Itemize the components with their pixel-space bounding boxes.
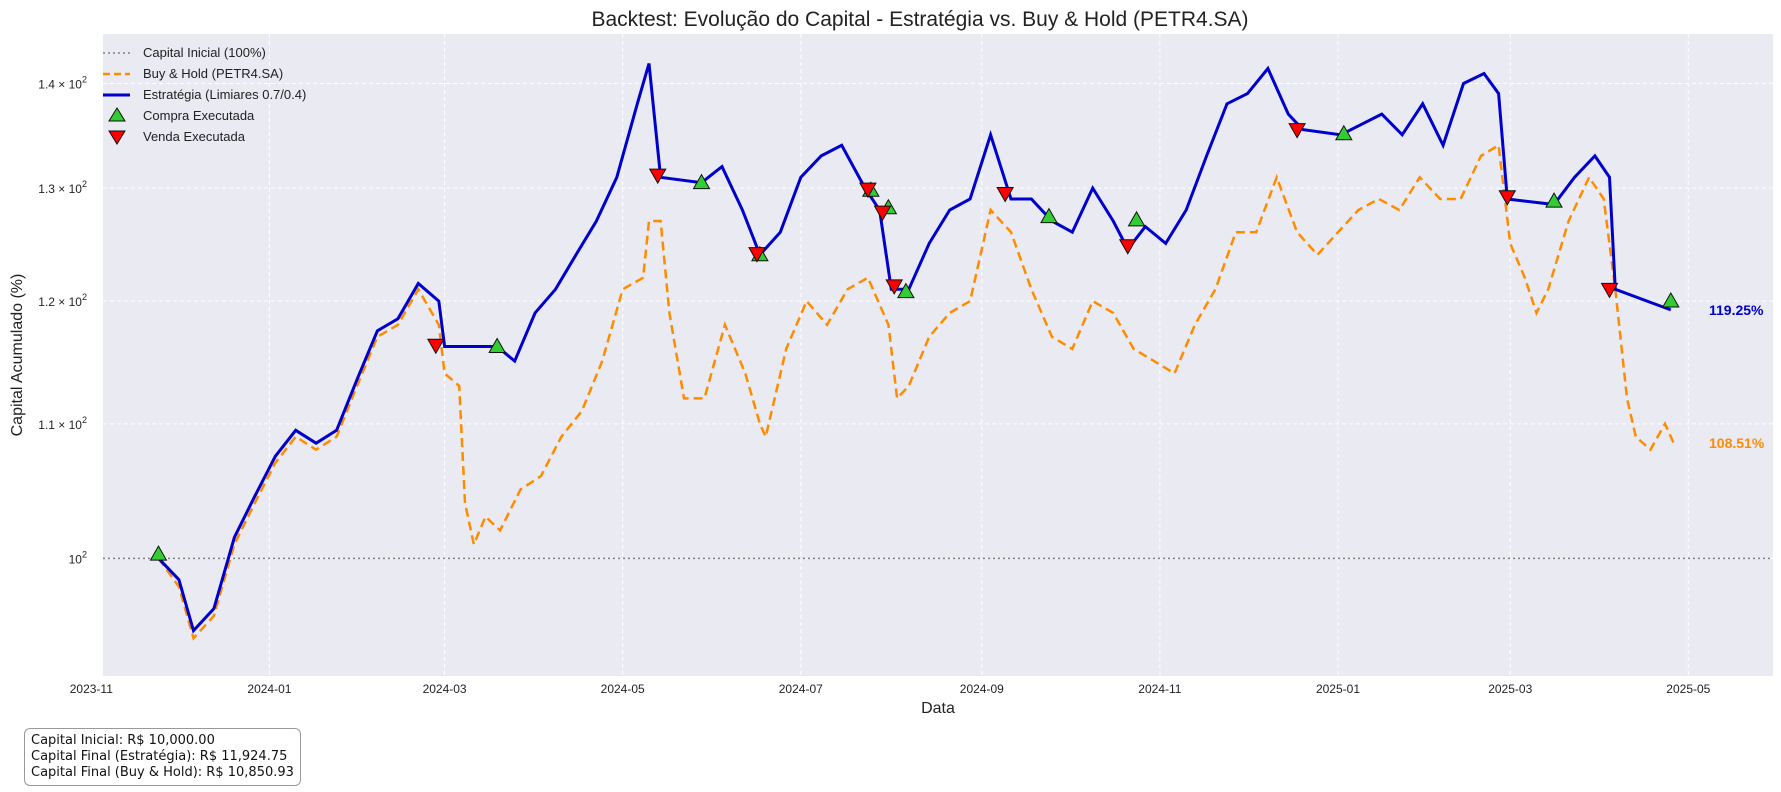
x-tick-label: 2024-07 bbox=[779, 682, 823, 696]
info-final-capital-strategy: Capital Final (Estratégia): R$ 11,924.75 bbox=[31, 749, 288, 764]
sell-marker bbox=[996, 187, 1015, 203]
x-tick-label: 2024-11 bbox=[1138, 682, 1181, 696]
buy-marker bbox=[149, 545, 168, 561]
sell-marker bbox=[1288, 123, 1306, 139]
chart-title: Backtest: Evolução do Capital - Estratég… bbox=[591, 8, 1248, 31]
sell-marker bbox=[748, 247, 766, 263]
legend: Capital Inicial (100%) Buy & Hold (PETR4… bbox=[103, 45, 306, 145]
buy-marker bbox=[1661, 292, 1680, 308]
buy-marker bbox=[692, 173, 711, 190]
sell-marker bbox=[859, 182, 877, 199]
x-tick-label: 2025-03 bbox=[1488, 682, 1532, 696]
x-tick-label: 2024-09 bbox=[960, 682, 1004, 696]
buy-marker bbox=[488, 337, 507, 353]
trade-markers bbox=[149, 123, 1680, 561]
end-label-strategy: 119.25% bbox=[1709, 302, 1764, 318]
x-axis-label: Data bbox=[921, 700, 955, 717]
buy-marker bbox=[1127, 210, 1146, 227]
y-tick-label: 1.3 × 102 bbox=[38, 179, 87, 196]
sell-marker bbox=[1118, 239, 1137, 255]
x-tick-label: 2025-01 bbox=[1316, 682, 1360, 696]
y-tick-label: 1.4 × 102 bbox=[38, 75, 87, 92]
y-tick-label: 1.2 × 102 bbox=[38, 292, 87, 309]
x-tick-label: 2023-11 bbox=[70, 682, 113, 696]
capital-summary-box: Capital Inicial: R$ 10,000.00 Capital Fi… bbox=[24, 728, 301, 786]
strategy-line bbox=[157, 63, 1672, 634]
x-tick-label: 2024-05 bbox=[601, 682, 645, 696]
plot-area bbox=[103, 34, 1773, 676]
buy-marker bbox=[1040, 207, 1058, 224]
legend-swatch-sell bbox=[108, 130, 126, 145]
sell-marker bbox=[1600, 282, 1619, 299]
legend-label-buy: Compra Executada bbox=[143, 108, 255, 123]
buy-marker bbox=[1334, 124, 1353, 141]
sell-marker bbox=[885, 279, 904, 295]
legend-label-strategy: Estratégia (Limiares 0.7/0.4) bbox=[143, 87, 306, 102]
sell-marker bbox=[873, 205, 892, 222]
info-initial-capital: Capital Inicial: R$ 10,000.00 bbox=[31, 733, 215, 748]
buy-marker bbox=[897, 282, 915, 299]
legend-swatch-buy bbox=[108, 107, 126, 122]
info-final-capital-buyhold: Capital Final (Buy & Hold): R$ 10,850.93 bbox=[31, 765, 294, 780]
legend-label-buyhold: Buy & Hold (PETR4.SA) bbox=[143, 66, 283, 81]
y-tick-label: 1.1 × 102 bbox=[38, 415, 87, 432]
y-tick-label: 102 bbox=[69, 549, 87, 566]
sell-marker bbox=[648, 168, 667, 185]
sell-marker bbox=[1498, 190, 1517, 206]
sell-marker bbox=[426, 338, 445, 355]
end-label-buyhold: 108.51% bbox=[1709, 435, 1765, 451]
x-tick-label: 2024-01 bbox=[247, 682, 291, 696]
legend-label-baseline: Capital Inicial (100%) bbox=[143, 45, 266, 60]
x-tick-label: 2024-03 bbox=[423, 682, 467, 696]
legend-label-sell: Venda Executada bbox=[143, 129, 246, 144]
y-axis-label: Capital Acumulado (%) bbox=[9, 274, 26, 437]
x-tick-label: 2025-05 bbox=[1666, 682, 1710, 696]
axes: 2023-11 2024-01 2024-03 2024-05 2024-07 2024-… bbox=[38, 75, 1710, 696]
buy-marker bbox=[1545, 192, 1563, 208]
